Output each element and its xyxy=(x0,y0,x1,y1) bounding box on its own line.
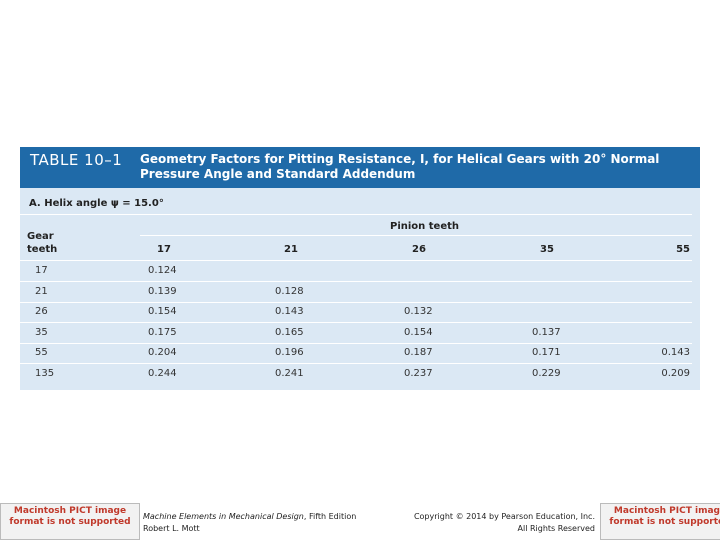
row-label: 35 xyxy=(35,326,48,338)
section-title: A. Helix angle ψ = 15.0° xyxy=(29,198,164,209)
cell-value: 0.143 xyxy=(661,347,690,358)
cell-value: 0.237 xyxy=(404,367,433,379)
column-header: 26 xyxy=(412,244,426,255)
cell-value: 0.204 xyxy=(148,347,177,358)
column-header: 55 xyxy=(676,244,690,255)
column-header: 35 xyxy=(540,244,554,255)
rule xyxy=(20,322,692,323)
cell-value: 0.139 xyxy=(148,285,177,297)
image-error: Macintosh PICT image format is not suppo… xyxy=(600,503,720,540)
row-label: 21 xyxy=(35,285,48,297)
cell-value: 0.128 xyxy=(275,285,304,297)
table-title: Geometry Factors for Pitting Resistance,… xyxy=(140,152,660,181)
column-header: 21 xyxy=(284,244,298,255)
cell-value: 0.171 xyxy=(532,347,561,358)
row-label: 17 xyxy=(35,265,48,276)
copyright: Copyright © 2014 by Pearson Education, I… xyxy=(413,512,595,521)
cell-value: 0.143 xyxy=(275,306,304,317)
row-label: 26 xyxy=(35,306,48,317)
rule xyxy=(20,342,692,344)
column-header: 17 xyxy=(157,244,171,255)
image-error: Macintosh PICT image format is not suppo… xyxy=(0,503,140,540)
rule xyxy=(20,281,692,282)
book-title: Machine Elements in Mechanical Design, F… xyxy=(143,512,356,521)
cell-value: 0.154 xyxy=(148,306,177,317)
cell-value: 0.209 xyxy=(661,367,690,379)
cell-value: 0.154 xyxy=(404,326,433,338)
row-label: 135 xyxy=(35,367,55,379)
cell-value: 0.137 xyxy=(532,326,561,338)
table-label: TABLE 10–1 xyxy=(30,151,123,169)
cell-value: 0.165 xyxy=(275,326,304,338)
cell-value: 0.124 xyxy=(148,265,177,276)
cell-value: 0.132 xyxy=(404,306,433,317)
rule xyxy=(20,363,692,364)
row-header: Gear teeth xyxy=(27,231,58,255)
rule xyxy=(20,301,692,303)
cell-value: 0.244 xyxy=(148,367,177,379)
rule xyxy=(20,260,692,261)
row-label: 55 xyxy=(35,347,48,358)
column-group: Pinion teeth xyxy=(390,221,460,232)
cell-value: 0.187 xyxy=(404,347,433,358)
cell-value: 0.229 xyxy=(532,367,561,379)
table: TABLE 10–1 Geometry Factors for Pitting … xyxy=(20,147,700,390)
edition: , Fifth Edition xyxy=(303,512,357,521)
book-name: Machine Elements in Mechanical Design xyxy=(143,512,304,521)
rule xyxy=(140,235,692,236)
cell-value: 0.196 xyxy=(275,347,304,358)
author: Robert L. Mott xyxy=(143,524,200,533)
rights: All Rights Reserved xyxy=(517,524,595,533)
cell-value: 0.175 xyxy=(148,326,177,338)
rule xyxy=(20,214,692,215)
table-header: TABLE 10–1 Geometry Factors for Pitting … xyxy=(20,147,700,188)
cell-value: 0.241 xyxy=(275,367,304,379)
